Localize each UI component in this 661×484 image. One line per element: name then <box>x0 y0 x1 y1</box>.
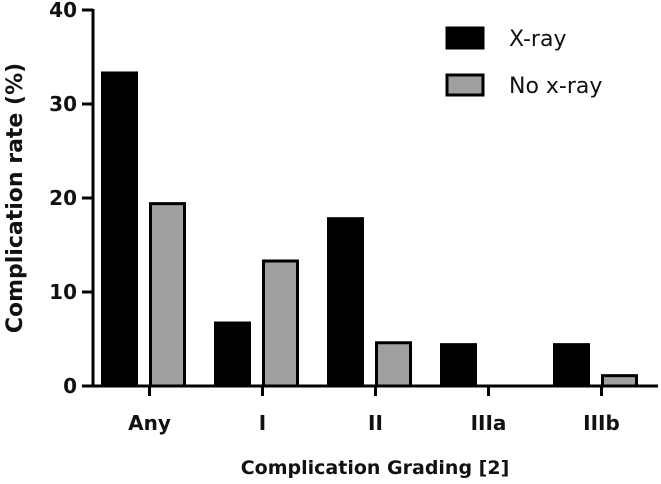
x-tick-label: Any <box>128 411 171 435</box>
x-axis-ticks: Any I II IIIa IIIb <box>128 386 620 435</box>
y-tick-label: 20 <box>49 186 77 210</box>
bar-x-ray-iiib <box>553 343 590 388</box>
legend-swatch <box>445 26 485 50</box>
x-tick-label: IIIa <box>471 411 507 435</box>
y-axis-title: Complication rate (%) <box>3 63 28 333</box>
bars <box>101 71 638 388</box>
x-tick-label: IIIb <box>583 411 620 435</box>
y-tick-label: 30 <box>49 92 77 116</box>
y-axis-ticks: 0 10 20 30 40 <box>49 0 93 398</box>
legend-label: X-ray <box>509 27 566 52</box>
bar-no-x-ray-iiib <box>601 374 638 388</box>
y-tick-label: 40 <box>49 0 77 22</box>
bar-x-ray-i <box>214 321 251 388</box>
y-tick-label: 10 <box>49 280 77 304</box>
bar-no-x-ray-i <box>262 259 299 388</box>
bar-x-ray-any <box>101 71 138 388</box>
bar-no-x-ray-any <box>149 202 186 388</box>
y-tick-label: 0 <box>63 374 77 398</box>
bar-no-x-ray-ii <box>375 341 412 388</box>
bar-x-ray-ii <box>327 217 364 388</box>
legend: X-ray No x-ray <box>445 26 602 99</box>
legend-label: No x-ray <box>509 74 602 99</box>
bar-x-ray-iiia <box>440 343 477 388</box>
x-tick-label: II <box>368 411 383 435</box>
x-tick-label: I <box>259 411 266 435</box>
x-axis-title: Complication Grading [2] <box>241 457 510 479</box>
legend-swatch <box>445 73 485 97</box>
